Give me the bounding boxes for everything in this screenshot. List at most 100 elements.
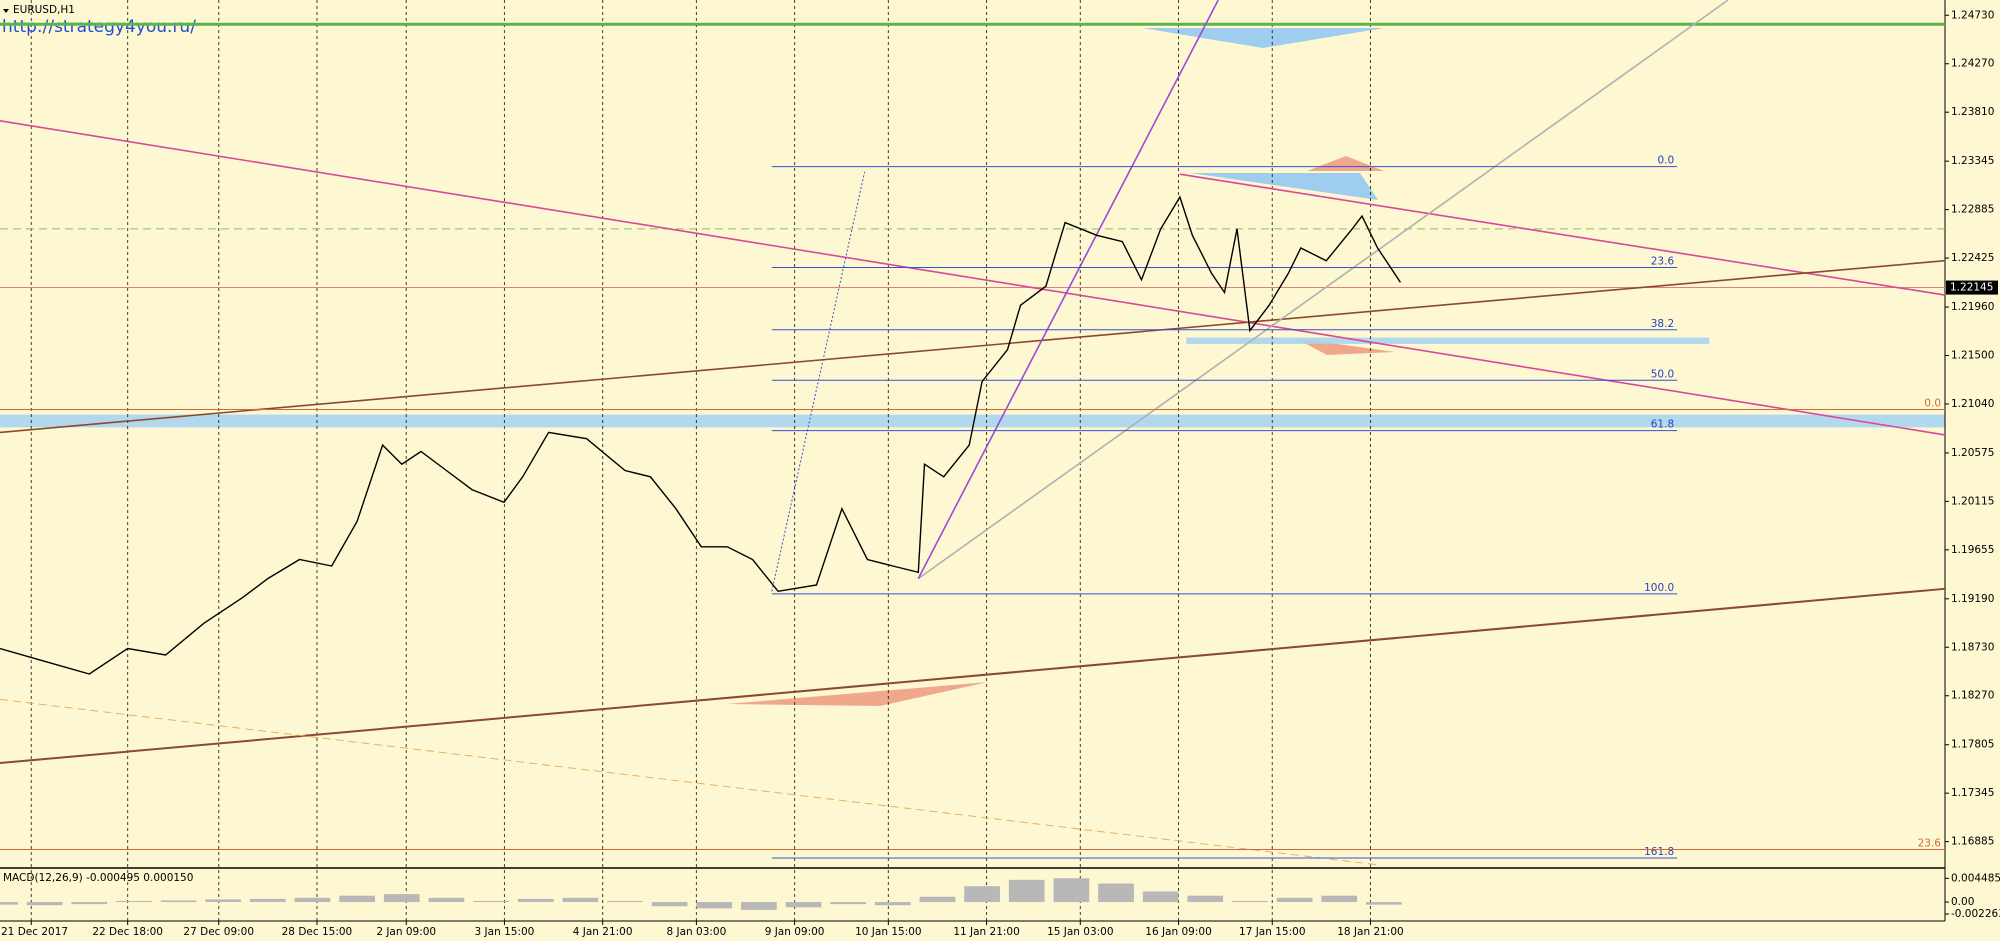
x-tick-label: 22 Dec 18:00	[92, 926, 163, 938]
trend-line	[917, 0, 1729, 580]
y-tick-label: 1.23345	[1951, 155, 1994, 167]
zone-arrow	[1142, 28, 1384, 48]
y-tick-label: 1.22885	[1951, 204, 1994, 216]
macd-bar	[785, 902, 822, 908]
macd-bar	[294, 897, 331, 903]
macd-bar	[1008, 879, 1045, 903]
x-tick-label: 15 Jan 03:00	[1047, 926, 1113, 938]
x-tick-label: 4 Jan 21:00	[573, 926, 633, 938]
watermark-link: http://strategy4you.ru/	[2, 17, 196, 37]
macd-bar	[651, 902, 688, 907]
macd-bar	[205, 899, 242, 903]
y-tick-label: 0.00	[1951, 896, 1974, 908]
last-price-label: 1.22145	[1950, 282, 1993, 294]
x-tick-label: 10 Jan 15:00	[855, 926, 921, 938]
last-price-box	[1946, 280, 1998, 295]
y-tick-label: 1.16885	[1951, 836, 1994, 848]
macd-bar	[1321, 895, 1358, 903]
macd-bar	[26, 902, 63, 906]
y-tick-label: 1.18270	[1951, 690, 1994, 702]
trend-line	[917, 0, 1219, 579]
trend-line	[0, 259, 1946, 434]
fib-label: 0.0	[1657, 155, 1674, 167]
symbol-title: EURUSD,H1	[13, 4, 75, 16]
macd-bar	[71, 902, 108, 905]
x-tick-label: 16 Jan 09:00	[1145, 926, 1211, 938]
fib-label: 38.2	[1651, 318, 1674, 330]
y-tick-label: 1.21500	[1951, 350, 1994, 362]
x-tick-label: 3 Jan 15:00	[475, 926, 535, 938]
y-tick-label: 1.21960	[1951, 301, 1994, 313]
zone-band	[1186, 337, 1710, 344]
x-tick-label: 11 Jan 21:00	[953, 926, 1019, 938]
macd-bar	[964, 886, 1000, 903]
macd-bar	[741, 902, 777, 910]
macd-bar	[249, 898, 286, 903]
macd-bar	[383, 894, 420, 903]
zone-arrow	[1307, 156, 1384, 171]
y-tick-label: 1.17345	[1951, 787, 1994, 799]
decorations	[0, 0, 1945, 921]
fib-label: 100.0	[1644, 582, 1674, 594]
macd-bar	[607, 900, 643, 903]
trend-line	[0, 120, 1946, 436]
macd-bar	[1142, 891, 1179, 903]
y-tick-label: 1.24270	[1951, 58, 1994, 70]
fib-label: 61.8	[1651, 419, 1674, 431]
x-tick-label: 8 Jan 03:00	[666, 926, 726, 938]
y-tick-label: 1.19655	[1951, 544, 1994, 556]
x-tick-label: 21 Dec 2017	[1, 926, 68, 938]
y-tick-label: 1.18730	[1951, 641, 1994, 653]
trend-line	[1179, 173, 1946, 296]
macd-bar	[1366, 902, 1402, 905]
y-tick-label: 0.004485	[1951, 872, 2000, 884]
macd-bar	[830, 902, 867, 905]
macd-title: MACD(12,26,9) -0.000495 0.000150	[3, 872, 193, 884]
y-tick-label: 1.24730	[1951, 9, 1994, 21]
trend-line	[0, 698, 1378, 866]
x-tick-label: 28 Dec 15:00	[282, 926, 353, 938]
y-tick-label: 1.20575	[1951, 447, 1994, 459]
fib-label: 23.6	[1651, 255, 1675, 267]
fib-label: 50.0	[1651, 368, 1674, 380]
macd-bar	[339, 895, 375, 903]
macd-bar	[1053, 878, 1090, 903]
macd-bar	[562, 897, 599, 903]
fib-label: 0.0	[1924, 398, 1941, 410]
macd-bar	[116, 900, 152, 903]
macd-bar	[1232, 900, 1268, 903]
macd-bar	[473, 900, 509, 903]
price-line	[0, 195, 1401, 675]
macd-bar	[1276, 897, 1313, 903]
zone-arrow	[1190, 173, 1378, 200]
trend-line	[0, 587, 1946, 765]
macd-bar	[1098, 883, 1134, 903]
zone-band	[0, 414, 1945, 428]
y-tick-label: 1.19190	[1951, 593, 1994, 605]
x-tick-label: 2 Jan 09:00	[376, 926, 436, 938]
x-tick-label: 17 Jan 15:00	[1239, 926, 1305, 938]
x-tick-label: 9 Jan 09:00	[765, 926, 825, 938]
macd-bar	[160, 900, 197, 903]
x-tick-label: 18 Jan 21:00	[1337, 926, 1403, 938]
y-tick-label: -0.002263	[1951, 908, 2000, 920]
x-tick-label: 27 Dec 09:00	[183, 926, 254, 938]
macd-bar	[428, 897, 465, 903]
macd-bar	[517, 898, 554, 903]
y-tick-label: 1.23810	[1951, 106, 1994, 118]
macd-bar	[696, 902, 733, 909]
zone-arrow	[727, 682, 988, 706]
y-tick-label: 1.20115	[1951, 495, 1994, 507]
fib-label: 161.8	[1644, 846, 1674, 858]
y-tick-label: 1.21040	[1951, 398, 1994, 410]
fib-label: 23.6	[1918, 838, 1942, 850]
menu-triangle	[3, 9, 9, 13]
y-tick-label: 1.17805	[1951, 739, 1994, 751]
y-tick-label: 1.22425	[1951, 252, 1994, 264]
macd-bar	[874, 902, 911, 906]
macd-bar	[0, 902, 18, 905]
macd-bar	[1187, 895, 1224, 903]
